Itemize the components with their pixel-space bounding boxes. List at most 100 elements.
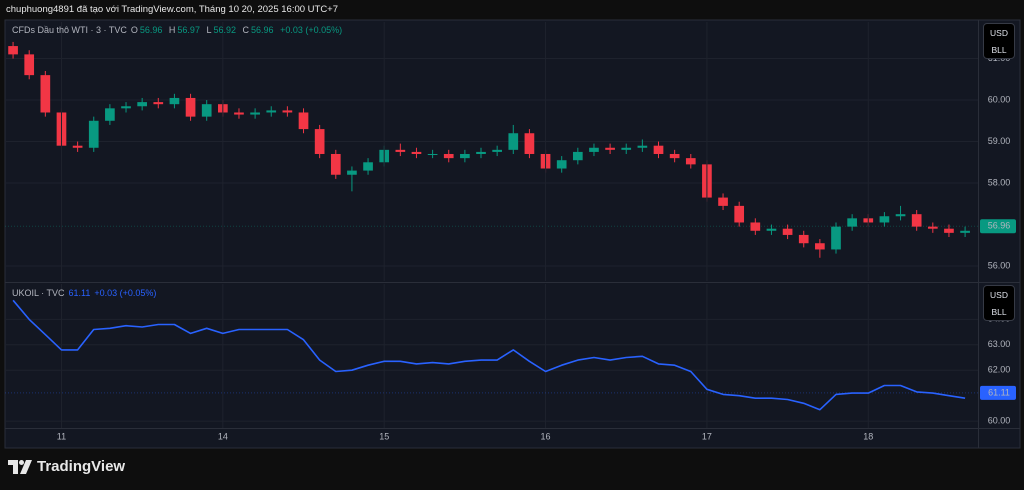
- candle-body: [589, 147, 599, 152]
- candle-body: [605, 147, 615, 150]
- legend-value: 56.96: [139, 25, 163, 35]
- last-price-box: [980, 219, 1016, 234]
- legend-wti: CFDs Dầu thô WTI · 3 · TVC O 56.96 H 56.97…: [12, 25, 342, 35]
- candle-body: [234, 112, 244, 115]
- candle-body: [121, 106, 131, 109]
- candle-body: [572, 151, 583, 161]
- legend-ohlc: O 56.96 H 56.97 L 56.92 C 56.96 +0.03 (+0.05…: [131, 25, 342, 35]
- y-tick-label: 59.00: [988, 136, 1011, 146]
- candle-body: [282, 110, 293, 113]
- chart-background: [4, 19, 1021, 449]
- candle-body: [250, 112, 260, 115]
- currency: USD: [990, 27, 1008, 38]
- candle-body: [637, 145, 648, 148]
- candle-body: [798, 234, 809, 244]
- candle-body: [330, 153, 341, 175]
- y-tick-label: 60.00: [988, 94, 1011, 104]
- legend-value: 56.97: [177, 25, 200, 35]
- candle-body: [669, 153, 680, 159]
- candle-body: [847, 218, 857, 227]
- candle-body: [24, 54, 35, 76]
- candle-body: [40, 75, 51, 113]
- candle-body: [685, 158, 696, 165]
- candle-body: [718, 197, 728, 206]
- unit: BLL: [991, 44, 1007, 55]
- legend-label: H: [168, 25, 176, 35]
- credit: chuphuong4891 đã tạo với TradingView.com…: [6, 4, 339, 15]
- legend-ukoil: UKOIL · TVC 61.11 +0.03 (+0.05%): [12, 288, 156, 298]
- candle-body: [524, 133, 535, 154]
- legend-label: O: [130, 25, 138, 35]
- candle-body: [734, 205, 745, 223]
- candle-body: [653, 145, 664, 154]
- y-tick-label: 63.00: [988, 339, 1011, 349]
- candle-body: [266, 110, 277, 113]
- x-tick-label: 18: [863, 431, 873, 441]
- candle-body: [411, 151, 422, 154]
- candle-body: [72, 145, 83, 148]
- candle-body: [395, 149, 406, 152]
- legend-value: 56.92: [213, 25, 237, 35]
- last-price-label: 56.96: [988, 221, 1011, 231]
- x-tick-label: 15: [379, 431, 389, 441]
- legend-value: 56.96: [251, 25, 274, 35]
- footer-logo: TradingView: [8, 458, 125, 475]
- candle-body: [782, 228, 793, 235]
- unit: BLL: [991, 306, 1007, 317]
- y-tick-label: 56.00: [988, 260, 1011, 270]
- candle-body: [750, 222, 761, 231]
- candle-body: [169, 97, 180, 105]
- candle-body: [363, 162, 373, 171]
- y-tick-label: 62.00: [988, 365, 1011, 375]
- legend-value: 61.11: [68, 288, 91, 298]
- legend-label: C: [242, 25, 250, 35]
- candle-body: [621, 147, 632, 150]
- candle-body: [105, 108, 115, 121]
- currency: USD: [990, 289, 1008, 300]
- legend-symbol: UKOIL · TVC: [12, 288, 65, 298]
- candle-body: [185, 97, 196, 117]
- legend-change: +0.03 (+0.05%): [280, 25, 343, 35]
- candle-body: [314, 129, 325, 154]
- candle-body: [8, 46, 18, 55]
- logo-icon: [8, 459, 32, 474]
- candle-body: [766, 228, 777, 231]
- candle-body: [911, 214, 922, 227]
- candle-body: [508, 133, 519, 150]
- candle-body: [460, 153, 470, 159]
- candle-body: [879, 216, 890, 223]
- legend-change: +0.03 (+0.05%): [94, 288, 157, 298]
- candle-body: [427, 153, 438, 155]
- x-tick-label: 16: [541, 431, 551, 441]
- candle-body: [88, 120, 99, 148]
- unit-selector[interactable]: USD BLL: [983, 285, 1015, 321]
- candle-body: [298, 112, 309, 130]
- candle-body: [153, 102, 164, 105]
- candle-body: [960, 230, 970, 233]
- x-tick-label: 14: [218, 431, 228, 441]
- candle-body: [556, 160, 567, 169]
- last-price-box: [980, 385, 1016, 400]
- x-tick-label: 17: [702, 431, 712, 441]
- unit-selector[interactable]: USD BLL: [983, 23, 1015, 59]
- price-line: [12, 299, 966, 411]
- x-tick-label: 11: [57, 431, 66, 441]
- candle-body: [895, 214, 906, 217]
- candle-body: [492, 149, 502, 152]
- candle-body: [443, 153, 454, 159]
- brand: TradingView: [37, 458, 126, 475]
- candle-body: [201, 104, 212, 117]
- candle-body: [476, 151, 486, 154]
- y-tick-label: 60.00: [988, 416, 1011, 426]
- legend-symbol: CFDs Dầu thô WTI · 3 · TVC: [12, 25, 127, 35]
- candle-body: [137, 102, 147, 107]
- candle-body: [927, 226, 938, 229]
- candle-body: [347, 170, 357, 175]
- candle-body: [831, 226, 841, 250]
- last-price-label: 61.11: [988, 387, 1010, 397]
- candle-body: [815, 243, 825, 250]
- y-tick-label: 58.00: [988, 177, 1011, 187]
- legend-label: L: [206, 25, 212, 35]
